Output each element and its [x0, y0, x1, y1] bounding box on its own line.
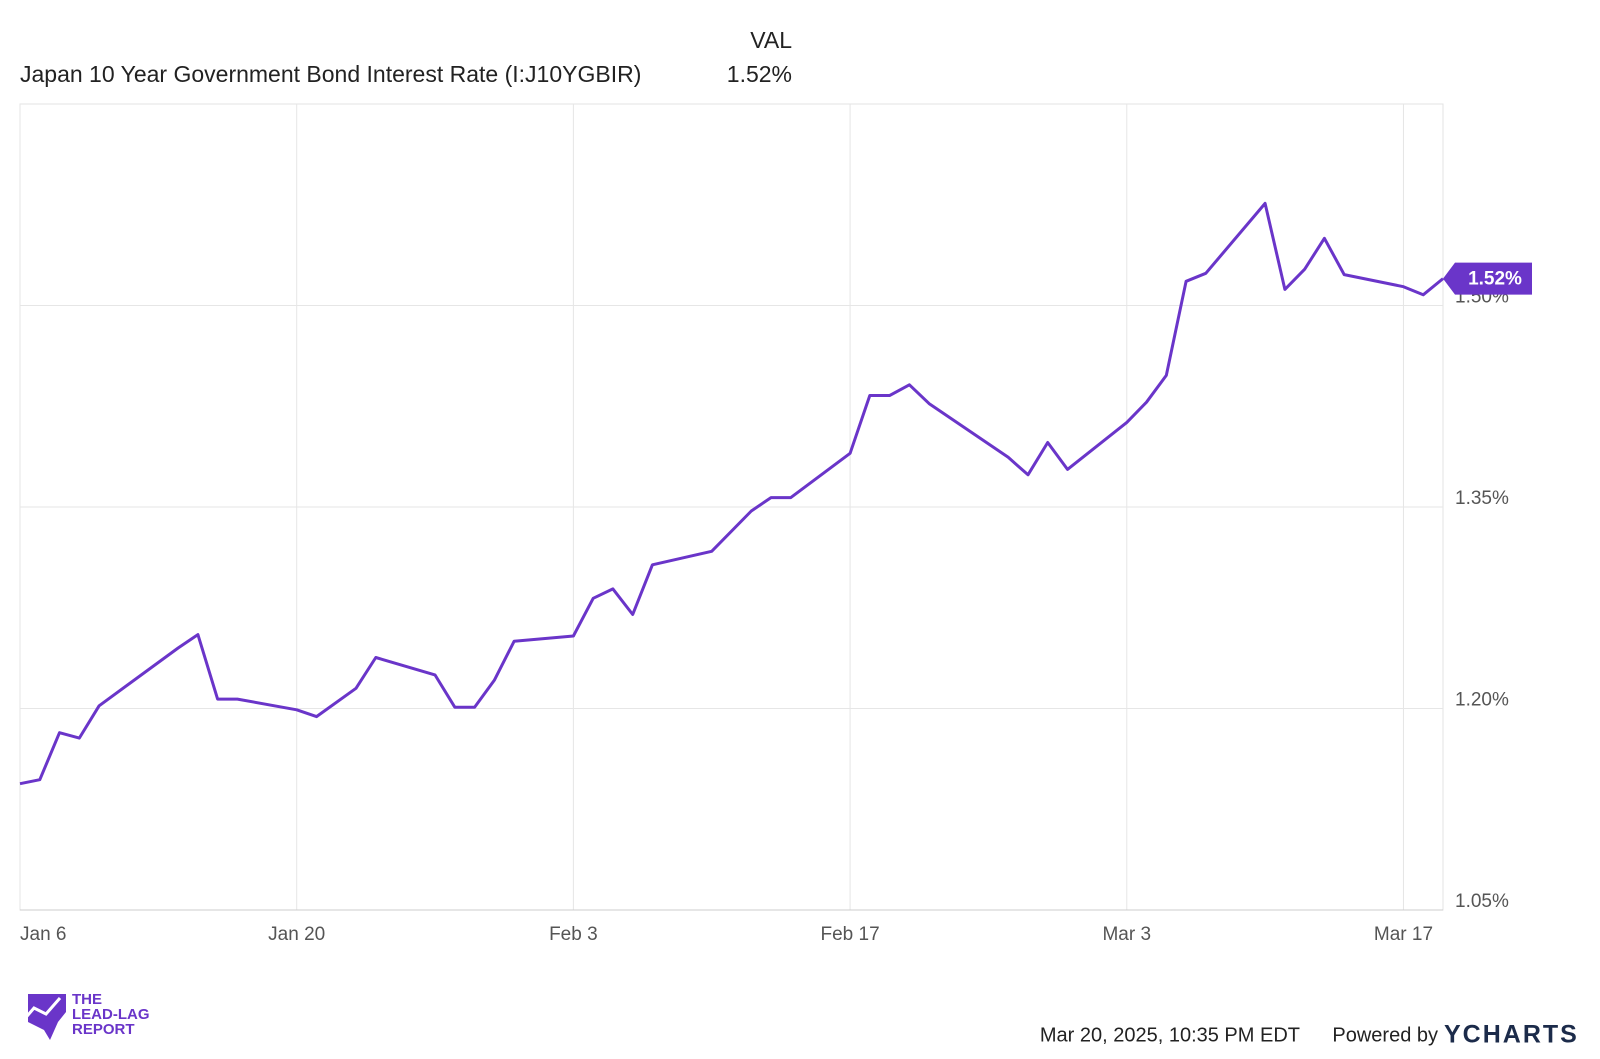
- logo-text: LEAD-LAG: [72, 1006, 150, 1023]
- brand: YCHARTS: [1444, 1021, 1579, 1049]
- legend-value: 1.52%: [727, 61, 792, 87]
- x-tick-label: Feb 3: [549, 924, 598, 945]
- y-tick-label: 1.20%: [1455, 690, 1509, 711]
- x-tick-label: Mar 17: [1374, 924, 1433, 945]
- logo: THE LEAD-LAG REPORT: [20, 991, 150, 1040]
- timestamp: Mar 20, 2025, 10:35 PM EDT: [1040, 1024, 1300, 1046]
- legend-name: Japan 10 Year Government Bond Interest R…: [20, 61, 641, 87]
- powered-by: Powered by: [1332, 1024, 1438, 1046]
- x-tick-label: Jan 20: [268, 924, 325, 945]
- logo-shape: [28, 994, 66, 1040]
- logo-text: THE: [72, 991, 102, 1008]
- y-tick-label: 1.05%: [1455, 891, 1509, 912]
- value-tag-label: 1.52%: [1468, 269, 1522, 290]
- x-tick-label: Jan 6: [20, 924, 66, 945]
- x-tick-label: Mar 3: [1102, 924, 1151, 945]
- logo-text: REPORT: [72, 1021, 135, 1038]
- value-tag: [1443, 262, 1532, 295]
- logo-line: [20, 997, 62, 1023]
- data-line: [19, 201, 1444, 786]
- y-tick-label: 1.35%: [1455, 488, 1509, 509]
- legend-header: VAL: [750, 27, 792, 53]
- x-tick-label: Feb 17: [821, 924, 880, 945]
